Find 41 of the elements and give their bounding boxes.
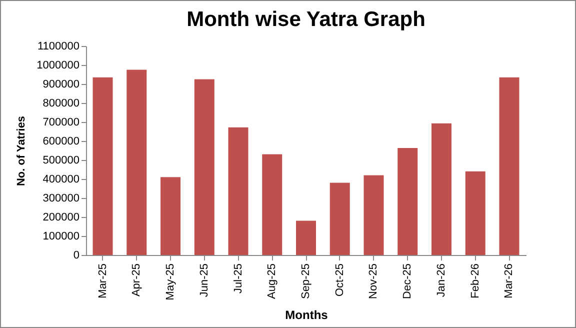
y-tick-label: 600000 (42, 136, 80, 148)
bar (398, 148, 418, 255)
y-tick-label: 900000 (42, 78, 80, 90)
x-tick-label: Jan-26 (435, 264, 448, 298)
x-tick-label: Jul-25 (232, 264, 244, 294)
x-tick-label: Jun-25 (198, 264, 210, 298)
y-tick-label: 0 (73, 250, 80, 262)
bar (296, 220, 316, 255)
bar (364, 175, 384, 255)
bar (431, 123, 452, 255)
bar (262, 154, 282, 255)
y-tick-label: 700000 (42, 116, 80, 128)
y-tick-label: 1000000 (36, 60, 80, 72)
bar (465, 171, 486, 255)
y-tick-label: 400000 (42, 174, 80, 186)
chart-title: Month wise Yatra Graph (186, 8, 426, 31)
x-tick-label: Sep-25 (300, 264, 312, 299)
y-tick-label: 500000 (42, 154, 80, 166)
bar (330, 182, 350, 255)
y-tick-label: 800000 (42, 98, 80, 110)
y-tick-label: 100000 (42, 230, 80, 242)
bar (194, 79, 214, 255)
x-tick-label: Nov-25 (368, 264, 380, 299)
bar (92, 77, 113, 255)
bar (160, 177, 181, 255)
bar (228, 127, 248, 255)
x-tick-label: May-25 (164, 264, 177, 300)
y-axis-title: No. of Yatries (16, 116, 28, 186)
x-tick-label: Dec-25 (402, 264, 414, 299)
x-tick-label: Oct-25 (334, 264, 346, 297)
x-axis-title: Months (285, 308, 328, 322)
bar (126, 70, 147, 255)
x-tick-label: Aug-25 (266, 264, 278, 299)
x-tick-label: Mar-26 (503, 264, 516, 298)
x-tick-label: Mar-25 (96, 264, 109, 298)
x-tick-label: Apr-25 (130, 264, 143, 297)
y-tick-label: 200000 (42, 212, 80, 224)
y-tick-label: 1100000 (37, 40, 80, 52)
bar (499, 77, 520, 255)
y-tick-label: 300000 (42, 192, 80, 204)
x-tick-label: Feb-26 (469, 264, 482, 298)
